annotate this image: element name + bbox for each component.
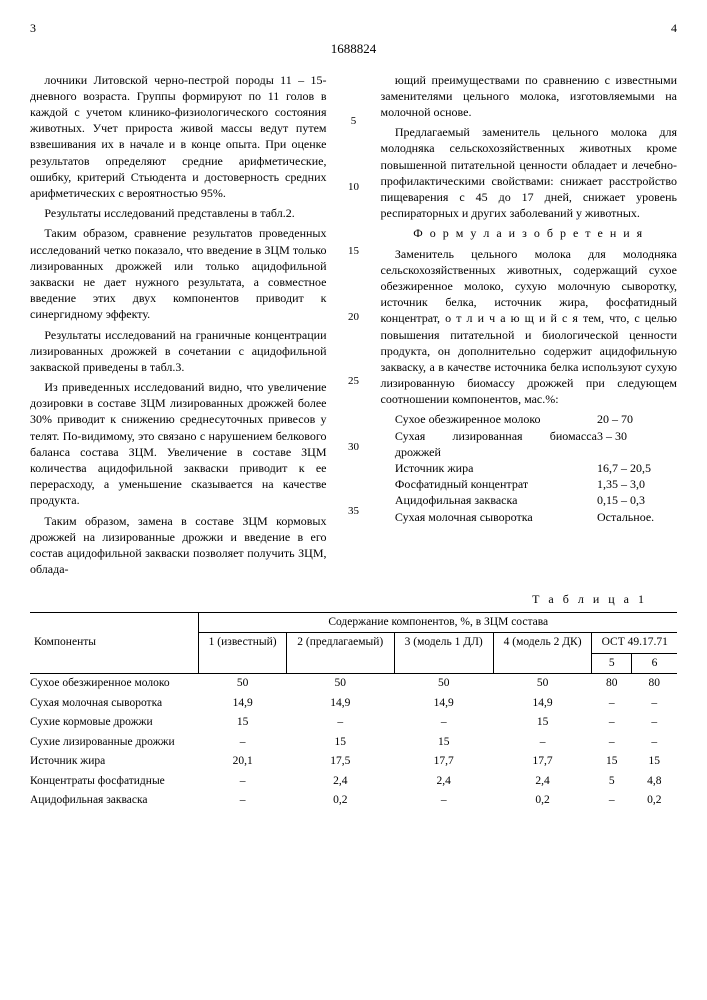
para: Предлагаемый заменитель цельного молока … [381, 124, 678, 221]
line-num: 5 [345, 114, 363, 129]
ratio-row: Фосфатидный концентрат1,35 – 3,0 [381, 476, 678, 492]
ratio-row: Сухая лизированная биомасса дрожжей3 – 3… [381, 428, 678, 460]
line-num: 25 [345, 374, 363, 389]
left-column: лочники Литовской черно-пестрой породы 1… [30, 72, 327, 582]
th-components: Компоненты [30, 612, 199, 674]
ratio-list: Сухое обезжиренное молоко20 – 70 Сухая л… [381, 411, 678, 524]
para: Результаты исследований представлены в т… [30, 205, 327, 221]
doc-number: 1688824 [30, 40, 677, 58]
th-col: 3 (модель 1 ДЛ) [394, 633, 493, 674]
th-group: Содержание компонентов, %, в ЗЦМ состава [199, 612, 677, 633]
th-col: 5 [592, 653, 632, 674]
page-left: 3 [30, 20, 36, 36]
para: Таким образом, сравнение результатов про… [30, 225, 327, 322]
ratio-row: Источник жира16,7 – 20,5 [381, 460, 678, 476]
table-row: Сухая молочная сыворотка14,914,914,914,9… [30, 694, 677, 714]
th-col: 4 (модель 2 ДК) [493, 633, 592, 674]
para: Результаты исследований на граничные кон… [30, 327, 327, 376]
para: Из приведенных исследований видно, что у… [30, 379, 327, 509]
line-num: 35 [345, 504, 363, 519]
table-row: Источник жира20,117,517,717,71515 [30, 752, 677, 772]
th-col: 2 (предлагаемый) [286, 633, 394, 674]
ratio-row: Сухое обезжиренное молоко20 – 70 [381, 411, 678, 427]
table-row: Сухие кормовые дрожжи15––15–– [30, 713, 677, 733]
components-table: Компоненты Содержание компонентов, %, в … [30, 612, 677, 811]
page-numbers: 3 4 [30, 20, 677, 36]
para: лочники Литовской черно-пестрой породы 1… [30, 72, 327, 202]
table-body: Сухое обезжиренное молоко505050508080 Су… [30, 674, 677, 811]
formula-title: Ф о р м у л а и з о б р е т е н и я [381, 225, 678, 241]
page-right: 4 [671, 20, 677, 36]
para: Заменитель цельного молока для молодняка… [381, 246, 678, 408]
line-num: 15 [345, 244, 363, 259]
th-col: 6 [632, 653, 677, 674]
line-num: 10 [345, 180, 363, 195]
table-row: Сухое обезжиренное молоко505050508080 [30, 674, 677, 694]
line-number-gutter: 5 10 15 20 25 30 35 [345, 72, 363, 582]
table-row: Сухие лизированные дрожжи–1515––– [30, 733, 677, 753]
th-col: 1 (известный) [199, 633, 286, 674]
ratio-row: Ацидофильная закваска0,15 – 0,3 [381, 492, 678, 508]
body-columns: лочники Литовской черно-пестрой породы 1… [30, 72, 677, 582]
ratio-row: Сухая молочная сывороткаОстальное. [381, 509, 678, 525]
line-num: 20 [345, 310, 363, 325]
line-num: 30 [345, 440, 363, 455]
right-column: ющий преимуществами по сравнению с извес… [381, 72, 678, 582]
para: ющий преимуществами по сравнению с извес… [381, 72, 678, 121]
table-row: Ацидофильная закваска–0,2–0,2–0,2 [30, 791, 677, 811]
table-caption: Т а б л и ц а 1 [30, 591, 647, 607]
th-col: ОСТ 49.17.71 [592, 633, 677, 654]
table-row: Концентраты фосфатидные–2,42,42,454,8 [30, 772, 677, 792]
para: Таким образом, замена в составе ЗЦМ корм… [30, 513, 327, 578]
